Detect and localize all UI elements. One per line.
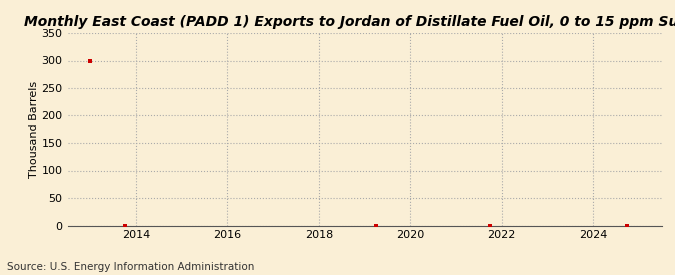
Y-axis label: Thousand Barrels: Thousand Barrels — [29, 81, 38, 178]
Text: Source: U.S. Energy Information Administration: Source: U.S. Energy Information Administ… — [7, 262, 254, 272]
Point — [119, 223, 130, 228]
Title: Monthly East Coast (PADD 1) Exports to Jordan of Distillate Fuel Oil, 0 to 15 pp: Monthly East Coast (PADD 1) Exports to J… — [24, 15, 675, 29]
Point — [371, 223, 381, 228]
Point — [85, 58, 96, 63]
Point — [485, 223, 495, 228]
Point — [622, 223, 632, 228]
